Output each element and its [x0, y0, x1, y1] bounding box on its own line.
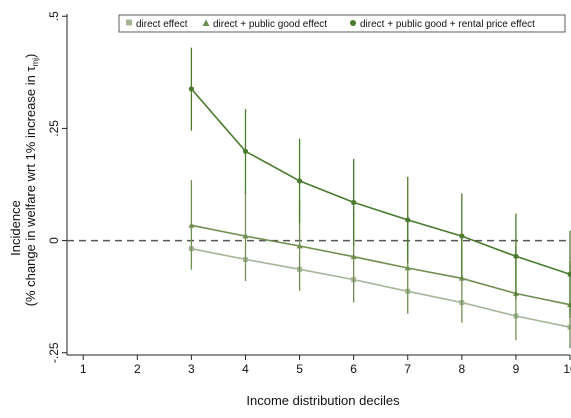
series-3-point-5: [459, 233, 464, 238]
series-3-point-0: [189, 86, 194, 91]
x-tick-label-1: 2: [134, 362, 141, 376]
x-tick-label-0: 1: [80, 362, 87, 376]
y-tick-label-3: .5: [47, 11, 61, 21]
y-tick-label-2: .25: [47, 120, 61, 137]
x-tick-label-7: 8: [458, 362, 465, 376]
x-tick-label-6: 7: [404, 362, 411, 376]
series-3-point-1: [243, 149, 248, 154]
x-tick-label-4: 5: [296, 362, 303, 376]
x-tick-label-9: 10: [563, 362, 571, 376]
x-tick-label-5: 6: [350, 362, 357, 376]
series-3-point-2: [297, 178, 302, 183]
series-3-point-6: [513, 254, 518, 259]
y-tick-label-1: 0: [47, 237, 61, 244]
series-3-point-3: [351, 200, 356, 205]
legend-marker-rental-price: [350, 20, 356, 26]
legend-label-direct-effect: direct effect: [136, 19, 188, 30]
x-axis-label: Income distribution deciles: [246, 393, 400, 408]
legend-marker-direct-effect: [126, 20, 132, 26]
y-axis-label-line2: (% change in welfare wrt 1% increase in …: [23, 54, 40, 307]
x-tick-label-8: 9: [513, 362, 520, 376]
y-tick-label-0: -.25: [47, 342, 61, 363]
legend: direct effect direct + public good effec…: [119, 15, 565, 32]
x-tick-label-3: 4: [242, 362, 249, 376]
legend-label-public-good: direct + public good effect: [213, 19, 327, 30]
y-axis-label-line1: Incidence: [8, 200, 23, 256]
legend-label-rental-price: direct + public good + rental price effe…: [360, 19, 535, 30]
series-3-point-4: [405, 217, 410, 222]
x-tick-label-2: 3: [188, 362, 195, 376]
